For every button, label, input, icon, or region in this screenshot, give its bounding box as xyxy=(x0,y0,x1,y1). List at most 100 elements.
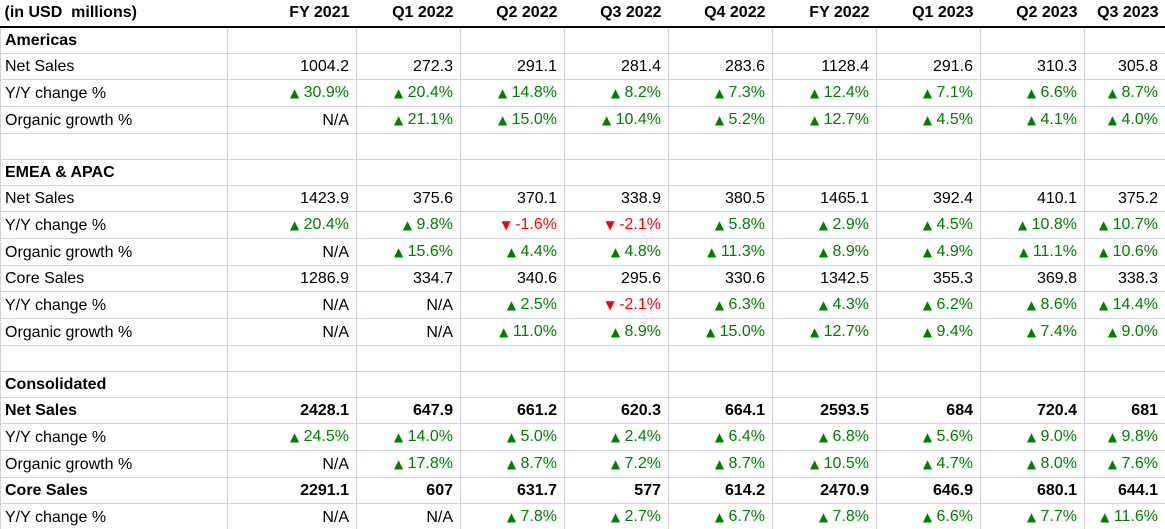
empty-cell[interactable] xyxy=(460,133,565,160)
empty-cell[interactable] xyxy=(876,345,981,372)
section-label[interactable]: EMEA & APAC xyxy=(0,159,228,186)
change-cell-positive[interactable]: ▲ 10.6% xyxy=(1084,238,1165,266)
value-cell[interactable]: 291.1 xyxy=(460,53,565,80)
empty-cell[interactable] xyxy=(980,371,1085,398)
column-header[interactable]: Q1 2023 xyxy=(876,0,981,28)
value-cell[interactable]: 661.2 xyxy=(460,397,565,424)
value-cell[interactable]: 369.8 xyxy=(980,265,1085,292)
change-cell-positive[interactable]: ▲ 7.8% xyxy=(772,503,877,529)
change-cell-positive[interactable]: ▲ 7.2% xyxy=(564,450,669,478)
change-cell-positive[interactable]: ▲ 11.6% xyxy=(1084,503,1165,529)
empty-cell[interactable] xyxy=(1084,159,1165,186)
change-cell-positive[interactable]: ▲ 20.4% xyxy=(356,79,461,107)
change-cell-positive[interactable]: ▲ 14.8% xyxy=(460,79,565,107)
empty-cell[interactable] xyxy=(356,133,461,160)
change-cell-positive[interactable]: ▲ 9.8% xyxy=(1084,423,1165,451)
change-cell-positive[interactable]: ▲ 6.4% xyxy=(668,423,773,451)
change-cell-positive[interactable]: ▲ 11.0% xyxy=(460,318,565,346)
change-cell-positive[interactable]: ▲ 10.4% xyxy=(564,106,669,134)
empty-cell[interactable] xyxy=(980,26,1085,54)
na-cell[interactable]: N/A xyxy=(227,291,357,319)
change-cell-positive[interactable]: ▲ 10.5% xyxy=(772,450,877,478)
value-cell[interactable]: 355.3 xyxy=(876,265,981,292)
change-cell-positive[interactable]: ▲ 8.0% xyxy=(980,450,1085,478)
value-cell[interactable]: 720.4 xyxy=(980,397,1085,424)
value-cell[interactable]: 646.9 xyxy=(876,477,981,504)
change-cell-positive[interactable]: ▲ 7.4% xyxy=(980,318,1085,346)
column-header[interactable]: Q2 2022 xyxy=(460,0,565,28)
change-cell-positive[interactable]: ▲ 8.9% xyxy=(772,238,877,266)
change-cell-positive[interactable]: ▲ 20.4% xyxy=(227,211,357,239)
value-cell[interactable]: 375.6 xyxy=(356,185,461,212)
section-label[interactable]: Americas xyxy=(0,26,228,54)
empty-cell[interactable] xyxy=(772,371,877,398)
change-cell-positive[interactable]: ▲ 7.6% xyxy=(1084,450,1165,478)
change-cell-positive[interactable]: ▲ 14.0% xyxy=(356,423,461,451)
row-label[interactable]: Core Sales xyxy=(0,477,228,504)
value-cell[interactable]: 1423.9 xyxy=(227,185,357,212)
change-cell-negative[interactable]: ▼ -2.1% xyxy=(564,211,669,239)
empty-cell[interactable] xyxy=(1084,133,1165,160)
row-label[interactable]: Net Sales xyxy=(0,185,228,212)
empty-cell[interactable] xyxy=(1084,371,1165,398)
change-cell-positive[interactable]: ▲ 7.8% xyxy=(460,503,565,529)
empty-cell[interactable] xyxy=(564,371,669,398)
change-cell-positive[interactable]: ▲ 5.0% xyxy=(460,423,565,451)
change-cell-positive[interactable]: ▲ 15.6% xyxy=(356,238,461,266)
change-cell-positive[interactable]: ▲ 4.9% xyxy=(876,238,981,266)
change-cell-positive[interactable]: ▲ 5.6% xyxy=(876,423,981,451)
na-cell[interactable]: N/A xyxy=(356,291,461,319)
change-cell-positive[interactable]: ▲ 21.1% xyxy=(356,106,461,134)
value-cell[interactable]: 1465.1 xyxy=(772,185,877,212)
change-cell-positive[interactable]: ▲ 5.2% xyxy=(668,106,773,134)
value-cell[interactable]: 577 xyxy=(564,477,669,504)
column-header[interactable]: Q4 2022 xyxy=(668,0,773,28)
value-cell[interactable]: 291.6 xyxy=(876,53,981,80)
value-cell[interactable]: 375.2 xyxy=(1084,185,1165,212)
na-cell[interactable]: N/A xyxy=(356,503,461,529)
row-label[interactable]: Core Sales xyxy=(0,265,228,292)
value-cell[interactable]: 310.3 xyxy=(980,53,1085,80)
change-cell-positive[interactable]: ▲ 5.8% xyxy=(668,211,773,239)
change-cell-positive[interactable]: ▲ 8.9% xyxy=(564,318,669,346)
value-cell[interactable]: 644.1 xyxy=(1084,477,1165,504)
empty-cell[interactable] xyxy=(460,26,565,54)
value-cell[interactable]: 680.1 xyxy=(980,477,1085,504)
empty-cell[interactable] xyxy=(668,345,773,372)
value-cell[interactable]: 684 xyxy=(876,397,981,424)
empty-cell[interactable] xyxy=(564,26,669,54)
value-cell[interactable]: 607 xyxy=(356,477,461,504)
empty-cell[interactable] xyxy=(356,26,461,54)
change-cell-positive[interactable]: ▲ 12.4% xyxy=(772,79,877,107)
empty-cell[interactable] xyxy=(876,159,981,186)
change-cell-positive[interactable]: ▲ 6.2% xyxy=(876,291,981,319)
change-cell-negative[interactable]: ▼ -2.1% xyxy=(564,291,669,319)
change-cell-positive[interactable]: ▲ 24.5% xyxy=(227,423,357,451)
value-cell[interactable]: 392.4 xyxy=(876,185,981,212)
value-cell[interactable]: 631.7 xyxy=(460,477,565,504)
column-header[interactable]: Q2 2023 xyxy=(980,0,1085,28)
empty-cell[interactable] xyxy=(668,133,773,160)
change-cell-positive[interactable]: ▲ 11.3% xyxy=(668,238,773,266)
value-cell[interactable]: 380.5 xyxy=(668,185,773,212)
empty-cell[interactable] xyxy=(668,26,773,54)
empty-cell[interactable] xyxy=(1084,345,1165,372)
value-cell[interactable]: 1128.4 xyxy=(772,53,877,80)
change-cell-positive[interactable]: ▲ 2.9% xyxy=(772,211,877,239)
change-cell-positive[interactable]: ▲ 8.2% xyxy=(564,79,669,107)
change-cell-positive[interactable]: ▲ 8.7% xyxy=(460,450,565,478)
change-cell-positive[interactable]: ▲ 9.0% xyxy=(980,423,1085,451)
column-header[interactable]: Q1 2022 xyxy=(356,0,461,28)
row-label[interactable]: Organic growth % xyxy=(0,238,228,266)
empty-cell[interactable] xyxy=(227,345,357,372)
na-cell[interactable]: N/A xyxy=(227,238,357,266)
empty-cell[interactable] xyxy=(0,345,228,372)
change-cell-positive[interactable]: ▲ 8.6% xyxy=(980,291,1085,319)
change-cell-positive[interactable]: ▲ 7.7% xyxy=(980,503,1085,529)
empty-cell[interactable] xyxy=(227,371,357,398)
change-cell-positive[interactable]: ▲ 7.1% xyxy=(876,79,981,107)
empty-cell[interactable] xyxy=(460,371,565,398)
change-cell-positive[interactable]: ▲ 8.7% xyxy=(1084,79,1165,107)
change-cell-positive[interactable]: ▲ 9.4% xyxy=(876,318,981,346)
empty-cell[interactable] xyxy=(564,133,669,160)
